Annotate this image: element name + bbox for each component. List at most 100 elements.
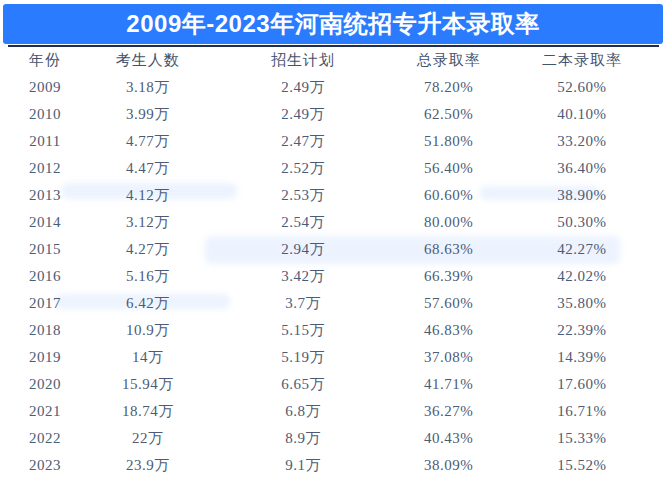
value-cell: 8.9万 — [216, 429, 391, 448]
year-cell: 2010 — [10, 106, 80, 123]
table-row: 20103.99万2.49万62.50%40.10% — [10, 101, 657, 128]
page-title: 2009年-2023年河南统招专升本录取率 — [126, 8, 539, 40]
table-row: 20143.12万2.54万80.00%50.30% — [10, 209, 657, 236]
value-cell: 38.90% — [507, 187, 657, 204]
year-cell: 2021 — [10, 403, 80, 420]
value-cell: 37.08% — [390, 349, 506, 366]
value-cell: 35.80% — [507, 295, 657, 312]
value-cell: 3.12万 — [80, 213, 216, 232]
table-row: 20165.16万3.42万66.39%42.02% — [10, 263, 657, 290]
column-header: 招生计划 — [216, 51, 391, 70]
value-cell: 56.40% — [390, 160, 506, 177]
value-cell: 17.60% — [507, 376, 657, 393]
value-cell: 62.50% — [390, 106, 506, 123]
value-cell: 14万 — [80, 348, 216, 367]
value-cell: 2.49万 — [216, 105, 391, 124]
value-cell: 15.33% — [507, 430, 657, 447]
value-cell: 50.30% — [507, 214, 657, 231]
table-row: 20134.12万2.53万60.60%38.90% — [10, 182, 657, 209]
value-cell: 6.42万 — [80, 294, 216, 313]
value-cell: 18.74万 — [80, 402, 216, 421]
value-cell: 46.83% — [390, 322, 506, 339]
value-cell: 10.9万 — [80, 321, 216, 340]
value-cell: 4.77万 — [80, 132, 216, 151]
value-cell: 38.09% — [390, 457, 506, 474]
table-body: 20093.18万2.49万78.20%52.60%20103.99万2.49万… — [10, 74, 657, 479]
table-row: 201914万5.19万37.08%14.39% — [10, 344, 657, 371]
value-cell: 5.16万 — [80, 267, 216, 286]
value-cell: 52.60% — [507, 79, 657, 96]
value-cell: 66.39% — [390, 268, 506, 285]
year-cell: 2012 — [10, 160, 80, 177]
value-cell: 36.40% — [507, 160, 657, 177]
value-cell: 78.20% — [390, 79, 506, 96]
value-cell: 4.12万 — [80, 186, 216, 205]
value-cell: 41.71% — [390, 376, 506, 393]
table-row: 20154.27万2.94万68.63%42.27% — [10, 236, 657, 263]
value-cell: 9.1万 — [216, 456, 391, 475]
value-cell: 57.60% — [390, 295, 506, 312]
column-header: 总录取率 — [390, 51, 506, 70]
value-cell: 23.9万 — [80, 456, 216, 475]
year-cell: 2017 — [10, 295, 80, 312]
year-cell: 2016 — [10, 268, 80, 285]
admission-rate-table: 年份考生人数招生计划总录取率二本录取率 20093.18万2.49万78.20%… — [10, 46, 657, 479]
table-row: 202015.94万6.65万41.71%17.60% — [10, 371, 657, 398]
year-cell: 2015 — [10, 241, 80, 258]
table-row: 20176.42万3.7万57.60%35.80% — [10, 290, 657, 317]
table-row: 201810.9万5.15万46.83%22.39% — [10, 317, 657, 344]
year-cell: 2014 — [10, 214, 80, 231]
value-cell: 2.53万 — [216, 186, 391, 205]
year-cell: 2013 — [10, 187, 80, 204]
value-cell: 22.39% — [507, 322, 657, 339]
value-cell: 2.54万 — [216, 213, 391, 232]
value-cell: 80.00% — [390, 214, 506, 231]
table-row: 202118.74万6.8万36.27%16.71% — [10, 398, 657, 425]
column-header: 年份 — [10, 51, 80, 70]
infographic-page: { "banner": { "title": "2009年-2023年河南统招专… — [0, 0, 667, 494]
year-cell: 2019 — [10, 349, 80, 366]
value-cell: 3.99万 — [80, 105, 216, 124]
year-cell: 2018 — [10, 322, 80, 339]
year-cell: 2009 — [10, 79, 80, 96]
value-cell: 51.80% — [390, 133, 506, 150]
value-cell: 60.60% — [390, 187, 506, 204]
title-banner: 2009年-2023年河南统招专升本录取率 — [3, 4, 663, 44]
value-cell: 6.65万 — [216, 375, 391, 394]
value-cell: 3.18万 — [80, 78, 216, 97]
year-cell: 2011 — [10, 133, 80, 150]
value-cell: 2.47万 — [216, 132, 391, 151]
value-cell: 4.27万 — [80, 240, 216, 259]
column-header: 考生人数 — [80, 51, 216, 70]
year-cell: 2022 — [10, 430, 80, 447]
table-row: 202323.9万9.1万38.09%15.52% — [10, 452, 657, 479]
table-row: 202222万8.9万40.43%15.33% — [10, 425, 657, 452]
value-cell: 5.15万 — [216, 321, 391, 340]
value-cell: 3.42万 — [216, 267, 391, 286]
value-cell: 4.47万 — [80, 159, 216, 178]
value-cell: 16.71% — [507, 403, 657, 420]
value-cell: 33.20% — [507, 133, 657, 150]
value-cell: 6.8万 — [216, 402, 391, 421]
value-cell: 15.94万 — [80, 375, 216, 394]
value-cell: 2.52万 — [216, 159, 391, 178]
column-header: 二本录取率 — [507, 51, 657, 70]
value-cell: 3.7万 — [216, 294, 391, 313]
value-cell: 36.27% — [390, 403, 506, 420]
value-cell: 68.63% — [390, 241, 506, 258]
value-cell: 40.10% — [507, 106, 657, 123]
value-cell: 14.39% — [507, 349, 657, 366]
value-cell: 22万 — [80, 429, 216, 448]
year-cell: 2023 — [10, 457, 80, 474]
table-header-row: 年份考生人数招生计划总录取率二本录取率 — [10, 46, 657, 74]
year-cell: 2020 — [10, 376, 80, 393]
value-cell: 42.02% — [507, 268, 657, 285]
value-cell: 42.27% — [507, 241, 657, 258]
value-cell: 2.94万 — [216, 240, 391, 259]
value-cell: 5.19万 — [216, 348, 391, 367]
table-row: 20114.77万2.47万51.80%33.20% — [10, 128, 657, 155]
value-cell: 15.52% — [507, 457, 657, 474]
value-cell: 40.43% — [390, 430, 506, 447]
table-row: 20093.18万2.49万78.20%52.60% — [10, 74, 657, 101]
table-row: 20124.47万2.52万56.40%36.40% — [10, 155, 657, 182]
